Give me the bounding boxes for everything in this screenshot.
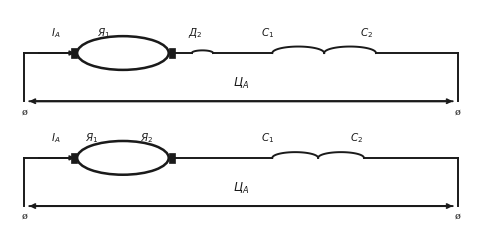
Text: $I_А$: $I_А$ xyxy=(51,26,60,40)
Text: $C_1$: $C_1$ xyxy=(261,131,274,145)
Polygon shape xyxy=(169,48,175,58)
Text: $Ц_А$: $Ц_А$ xyxy=(233,76,249,91)
Text: $Ц_А$: $Ц_А$ xyxy=(233,181,249,195)
Text: ø: ø xyxy=(21,212,27,221)
Text: $Я_1$: $Я_1$ xyxy=(85,131,98,145)
Polygon shape xyxy=(71,48,77,58)
Text: $Я_2$: $Я_2$ xyxy=(140,131,154,145)
Text: $I_А$: $I_А$ xyxy=(51,131,60,145)
Text: $C_1$: $C_1$ xyxy=(261,26,274,40)
Text: $Я_1$: $Я_1$ xyxy=(97,26,110,40)
Polygon shape xyxy=(71,153,77,163)
Text: ø: ø xyxy=(455,107,461,116)
Text: $Д_2$: $Д_2$ xyxy=(188,27,202,40)
Text: $C_2$: $C_2$ xyxy=(350,131,363,145)
Text: ø: ø xyxy=(455,212,461,221)
Text: $C_2$: $C_2$ xyxy=(360,26,373,40)
Text: ø: ø xyxy=(21,107,27,116)
Polygon shape xyxy=(169,153,175,163)
